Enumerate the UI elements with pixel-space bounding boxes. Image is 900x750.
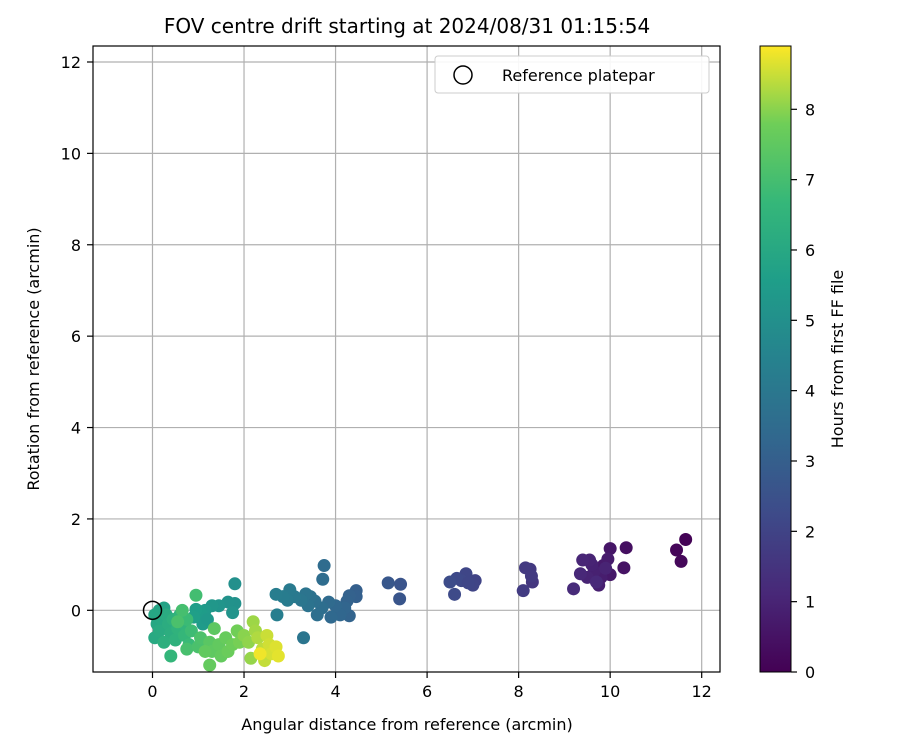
data-point (381, 576, 395, 590)
y-tick-label: 12 (61, 53, 81, 72)
plot-frame (92, 45, 721, 673)
data-point (253, 647, 267, 661)
colorbar-tick-label: 3 (805, 452, 815, 471)
chart-title: FOV centre drift starting at 2024/08/31 … (164, 14, 650, 38)
x-tick-label: 2 (239, 682, 249, 701)
colorbar-tick-label: 8 (805, 100, 815, 119)
x-tick-label: 12 (692, 682, 712, 701)
data-point (226, 606, 240, 620)
data-point (269, 587, 283, 601)
data-point (316, 572, 330, 586)
colorbar-ticks: 0 1 2 3 4 5 6 7 8 (791, 100, 815, 682)
data-point (207, 622, 221, 636)
data-point (674, 554, 688, 568)
y-tick-label: 2 (71, 510, 81, 529)
data-point (589, 575, 603, 589)
data-point (180, 642, 194, 656)
grid-lines (93, 46, 720, 672)
data-point (516, 584, 530, 598)
data-point (461, 576, 475, 590)
data-point (573, 567, 587, 581)
y-tick-label: 8 (71, 236, 81, 255)
colorbar-title: Hours from first FF file (828, 270, 847, 449)
x-tick-label: 4 (330, 682, 340, 701)
colorbar-tick-label: 4 (805, 382, 815, 401)
data-point (297, 631, 311, 645)
y-axis-title: Rotation from reference (arcmin) (24, 227, 43, 490)
colorbar-tick-label: 5 (805, 311, 815, 330)
data-point (670, 543, 684, 557)
data-point (184, 624, 198, 638)
data-point (228, 577, 242, 591)
data-point (271, 649, 285, 663)
data-point (448, 587, 462, 601)
data-point (164, 649, 178, 663)
colorbar-tick-label: 1 (805, 593, 815, 612)
data-point (524, 569, 538, 583)
data-point (443, 575, 457, 589)
x-tick-label: 8 (514, 682, 524, 701)
y-tick-label: 10 (61, 144, 81, 163)
data-point (200, 612, 214, 626)
colorbar-tick-label: 7 (805, 171, 815, 190)
data-point (603, 542, 617, 556)
data-point (310, 608, 324, 622)
x-axis-title: Angular distance from reference (arcmin) (241, 715, 572, 734)
y-tick-label: 6 (71, 327, 81, 346)
colorbar-tick-label: 0 (805, 663, 815, 682)
data-point (198, 644, 212, 658)
reference-platepar-marker (142, 600, 163, 621)
data-point (619, 541, 633, 555)
data-point (599, 561, 613, 575)
data-point (394, 577, 408, 591)
data-point (576, 553, 590, 567)
legend: Reference platepar (434, 55, 710, 94)
x-tick-label: 6 (422, 682, 432, 701)
data-point (203, 658, 217, 672)
data-point (617, 561, 631, 575)
y-tick-label: 0 (71, 601, 81, 620)
colorbar: 0 1 2 3 4 5 6 7 8 Hours from first FF file (759, 45, 847, 682)
colorbar-gradient (759, 45, 792, 673)
data-points (142, 532, 693, 672)
data-point (317, 559, 331, 573)
data-point (324, 610, 338, 624)
data-point (171, 615, 185, 629)
data-point (189, 588, 203, 602)
data-point (679, 532, 693, 546)
x-tick-label: 0 (147, 682, 157, 701)
x-tick-label: 10 (600, 682, 620, 701)
data-point (175, 603, 189, 617)
y-tick-label: 4 (71, 419, 81, 438)
data-point (270, 608, 284, 622)
data-point (152, 624, 166, 638)
legend-marker (453, 65, 473, 85)
data-point (567, 582, 581, 596)
data-point (393, 592, 407, 606)
legend-label: Reference platepar (502, 66, 655, 85)
x-axis-ticks: 0 2 4 6 8 10 12 (147, 672, 712, 701)
colorbar-tick-label: 6 (805, 241, 815, 260)
y-axis-ticks: 0 2 4 6 8 10 12 (61, 53, 93, 620)
colorbar-tick-label: 2 (805, 522, 815, 541)
data-point (157, 635, 171, 649)
legend-box (434, 55, 710, 94)
